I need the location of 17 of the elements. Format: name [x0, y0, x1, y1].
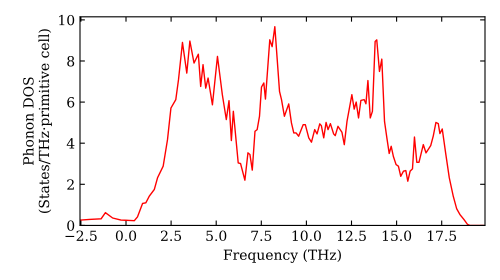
x-axis-title: Frequency (THz)	[224, 249, 341, 263]
y-tick-label: 0	[67, 220, 74, 231]
x-tick-label: 7.5	[251, 230, 272, 242]
x-tick-label: −2.5	[66, 230, 97, 242]
x-tick-label: 0.0	[116, 230, 136, 242]
x-tick-label: 12.5	[338, 230, 366, 242]
x-tick-label: 2.5	[161, 230, 182, 242]
y-tick-label: 6	[67, 97, 74, 108]
y-tick-label: 4	[66, 138, 74, 148]
y-tick-label: 8	[67, 56, 74, 66]
y-tick-label: 10	[59, 14, 74, 26]
x-tick-label: 10.0	[292, 230, 321, 242]
y-tick-label: 2	[67, 179, 74, 190]
x-tick-label: 15.0	[382, 230, 412, 242]
y-axis-title: Phonon DOS (States/THz·primitive cell)	[22, 29, 52, 213]
x-tick-label: 17.5	[428, 230, 456, 242]
x-tick-label: 5.0	[206, 230, 226, 242]
